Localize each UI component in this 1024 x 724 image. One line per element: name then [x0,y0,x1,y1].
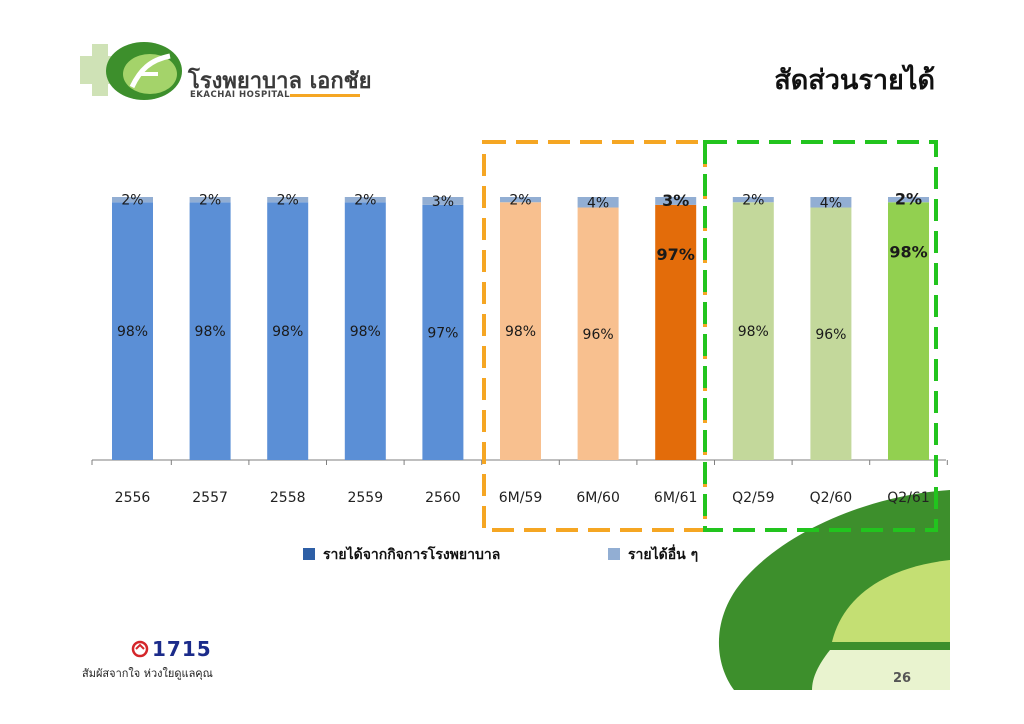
logo-thai-text: โรงพยาบาล เอกชัย [188,69,372,94]
bar-other-2558 [267,197,309,203]
data-label-hospital-2558: 98% [272,324,303,340]
data-label-hospital-2557: 98% [195,324,226,340]
legend-item-hospital: รายได้จากกิจการโรงพยาบาล [303,544,500,566]
bar-hospital-2558 [267,202,309,460]
footer-slogan: สัมผัสจากใจ ห่วงใยดูแลคุณ [82,667,213,680]
data-label-hospital-Q2/61: 98% [889,242,927,261]
hotline-number: 1715 [152,637,212,661]
x-tick-label-2560: 2560 [425,490,461,506]
x-tick-label-Q2/60: Q2/60 [810,490,852,506]
x-tick-label-6M/60: 6M/60 [576,490,620,506]
hospital-logo-icon [80,42,182,100]
legend-swatch-other [608,548,620,560]
bar-hospital-2560 [422,204,464,460]
logo-english-text: EKACHAI HOSPITAL [190,90,291,100]
x-tick-label-2557: 2557 [192,490,228,506]
bar-hospital-6M/59 [500,202,541,460]
data-label-other-Q2/60: 4% [820,195,842,211]
x-tick-label-2559: 2559 [347,490,383,506]
data-label-hospital-Q2/59: 98% [738,324,769,340]
bar-other-Q2/61 [888,197,929,203]
x-tick-label-6M/59: 6M/59 [499,490,543,506]
hotline-phone-icon [131,640,149,658]
logo-underline [290,94,360,97]
bar-hospital-2559 [344,202,386,460]
bar-other-2556 [112,197,153,203]
bar-hospital-Q2/61 [888,202,929,460]
bar-other-6M/59 [500,197,541,203]
data-label-other-Q2/59: 2% [742,193,764,209]
legend-label-hospital: รายได้จากกิจการโรงพยาบาล [323,547,501,563]
bar-hospital-Q2/59 [732,202,774,460]
bar-hospital-2557 [189,202,231,460]
bar-hospital-Q2/60 [810,207,852,460]
data-label-hospital-6M/60: 96% [583,327,614,343]
data-label-other-6M/60: 4% [587,195,609,211]
bar-other-2560 [422,197,464,205]
x-tick-label-Q2/61: Q2/61 [887,490,929,506]
bar-other-6M/60 [577,197,619,208]
legend-swatch-hospital [303,548,315,560]
bar-other-2559 [344,197,386,203]
data-label-other-2560: 3% [432,194,454,210]
page-number: 26 [893,671,912,686]
data-label-other-6M/61: 3% [662,191,689,210]
data-label-other-2558: 2% [277,193,299,209]
legend-label-other: รายได้อื่น ๆ [628,547,699,563]
x-tick-label-2558: 2558 [270,490,306,506]
x-tick-label-Q2/59: Q2/59 [732,490,774,506]
data-label-other-2556: 2% [121,193,143,209]
bar-other-Q2/60 [810,197,852,208]
bar-hospital-2556 [112,202,153,460]
highlight-box-q2 [703,140,938,532]
page-title: สัดส่วนรายได้ [774,65,935,96]
data-label-other-2559: 2% [354,193,376,209]
data-label-hospital-Q2/60: 96% [815,327,846,343]
data-label-other-Q2/61: 2% [895,190,922,209]
data-label-hospital-2556: 98% [117,324,148,340]
bar-hospital-6M/60 [577,207,619,460]
bar-hospital-6M/61 [655,204,697,460]
data-label-hospital-2560: 97% [427,325,458,341]
bar-other-6M/61 [655,197,697,205]
legend-item-other: รายได้อื่น ๆ [608,544,698,566]
data-label-hospital-6M/59: 98% [505,324,536,340]
highlight-box-6m [482,140,707,532]
bar-other-2557 [189,197,231,203]
data-label-other-2557: 2% [199,193,221,209]
revenue-share-chart: 2% 98% 2556 2% 98% 2557 2% 98% 2558 2% 98% 2559 3% 97… [91,140,948,532]
data-label-other-6M/59: 2% [509,193,531,209]
x-tick-label-6M/61: 6M/61 [654,490,698,506]
data-label-hospital-2559: 98% [350,324,381,340]
x-tick-label-2556: 2556 [115,490,151,506]
data-label-hospital-6M/61: 97% [657,245,695,264]
bar-other-Q2/59 [732,197,774,203]
